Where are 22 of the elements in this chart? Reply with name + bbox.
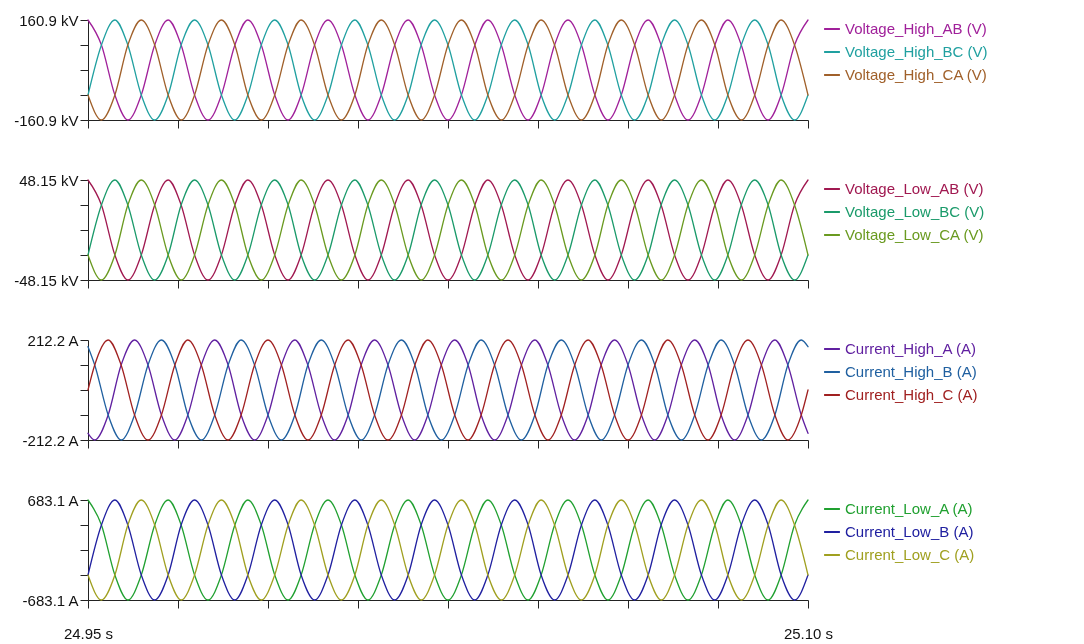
- legend-label: Voltage_High_CA (V): [845, 66, 987, 83]
- legend-label: Current_Low_B (A): [845, 523, 974, 540]
- y-tick-label: 48.15 kV: [19, 171, 79, 189]
- legend-label: Voltage_High_AB (V): [845, 20, 987, 37]
- legend-label: Current_Low_A (A): [845, 500, 973, 517]
- y-tick-label: -160.9 kV: [14, 111, 79, 129]
- legend-label: Current_High_A (A): [845, 340, 976, 357]
- x-tick-label: 24.95 s: [63, 624, 114, 642]
- legend-label: Voltage_Low_BC (V): [845, 203, 985, 220]
- y-tick-label: 683.1 A: [27, 491, 79, 509]
- legend-label: Voltage_High_BC (V): [845, 43, 988, 60]
- legend-label: Current_Low_C (A): [845, 546, 975, 563]
- y-tick-label: -48.15 kV: [14, 271, 79, 289]
- y-tick-label: -683.1 A: [22, 591, 79, 609]
- legend-label: Voltage_Low_CA (V): [845, 226, 984, 243]
- legend-label: Current_High_C (A): [845, 386, 978, 403]
- legend-label: Current_High_B (A): [845, 363, 977, 380]
- y-tick-label: 160.9 kV: [19, 11, 79, 29]
- legend-label: Voltage_Low_AB (V): [845, 180, 984, 197]
- y-tick-label: 212.2 A: [27, 331, 79, 349]
- x-tick-label: 25.10 s: [783, 624, 834, 642]
- y-tick-label: -212.2 A: [22, 431, 79, 449]
